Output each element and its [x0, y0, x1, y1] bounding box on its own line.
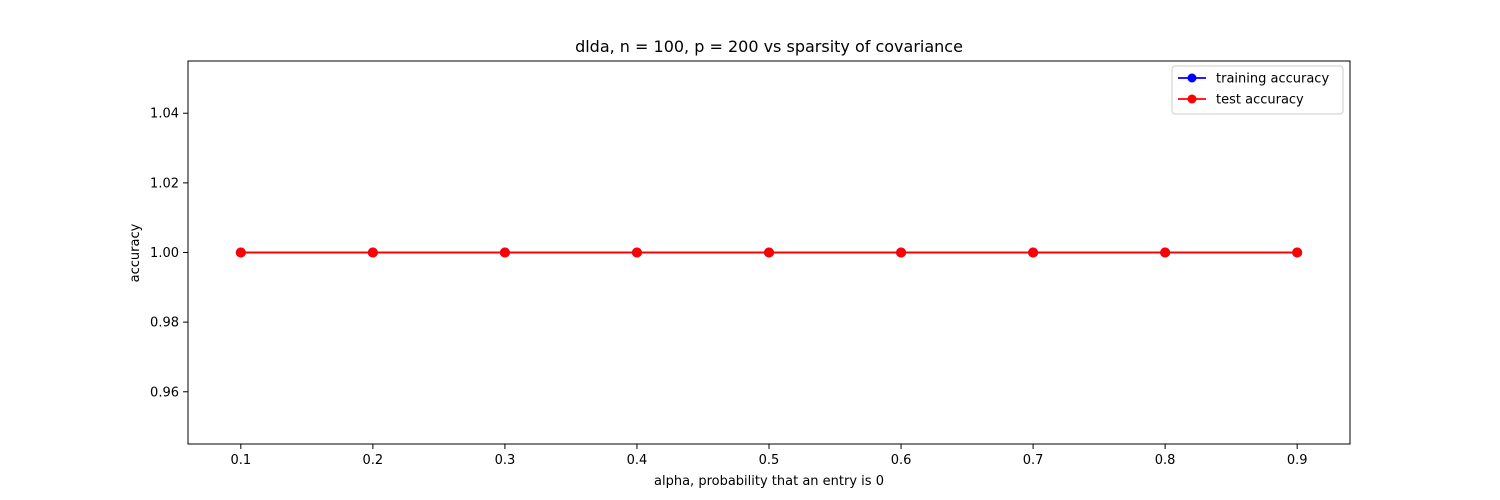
y-tick-label: 1.02: [150, 176, 179, 191]
x-tick-label: 0.8: [1155, 453, 1176, 468]
y-tick-label: 1.04: [150, 107, 179, 122]
x-tick-label: 0.4: [627, 453, 648, 468]
y-tick-label: 0.98: [150, 316, 179, 331]
legend-entry-label: training accuracy: [1216, 72, 1329, 87]
data-point: [499, 247, 510, 258]
legend-marker: [1187, 73, 1197, 83]
legend-entry-label: test accuracy: [1216, 93, 1304, 108]
data-point: [764, 247, 774, 258]
x-tick-label: 0.9: [1287, 453, 1308, 468]
chart-title: dlda, n = 100, p = 200 vs sparsity of co…: [575, 37, 963, 56]
data-point: [1160, 247, 1171, 258]
legend: training accuracy test accuracy: [1171, 65, 1344, 115]
data-point: [896, 247, 907, 258]
y-tick-label: 1.00: [150, 246, 179, 261]
plot-area: 0.1 0.2 0.3 0.4 0.5 0.6 0.7 0.8 0.9 0.96 0.98 1.00 1…: [150, 60, 1351, 468]
x-tick-label: 0.6: [891, 453, 912, 468]
legend-marker: [1187, 94, 1197, 104]
data-point: [235, 247, 246, 258]
y-axis-label: accuracy: [128, 223, 143, 282]
data-point: [631, 247, 642, 258]
y-tick-label: 0.96: [150, 385, 179, 400]
data-point: [367, 247, 378, 258]
x-tick-label: 0.5: [759, 453, 780, 468]
x-tick-label: 0.2: [363, 453, 384, 468]
data-point: [1028, 247, 1039, 258]
legend-box: [1171, 65, 1344, 115]
x-axis-label: alpha, probability that an entry is 0: [654, 474, 884, 489]
x-tick-label: 0.3: [495, 453, 516, 468]
data-point: [1292, 247, 1303, 258]
x-tick-label: 0.1: [230, 453, 251, 468]
x-tick-label: 0.7: [1023, 453, 1044, 468]
series-test-accuracy: [235, 247, 1303, 258]
